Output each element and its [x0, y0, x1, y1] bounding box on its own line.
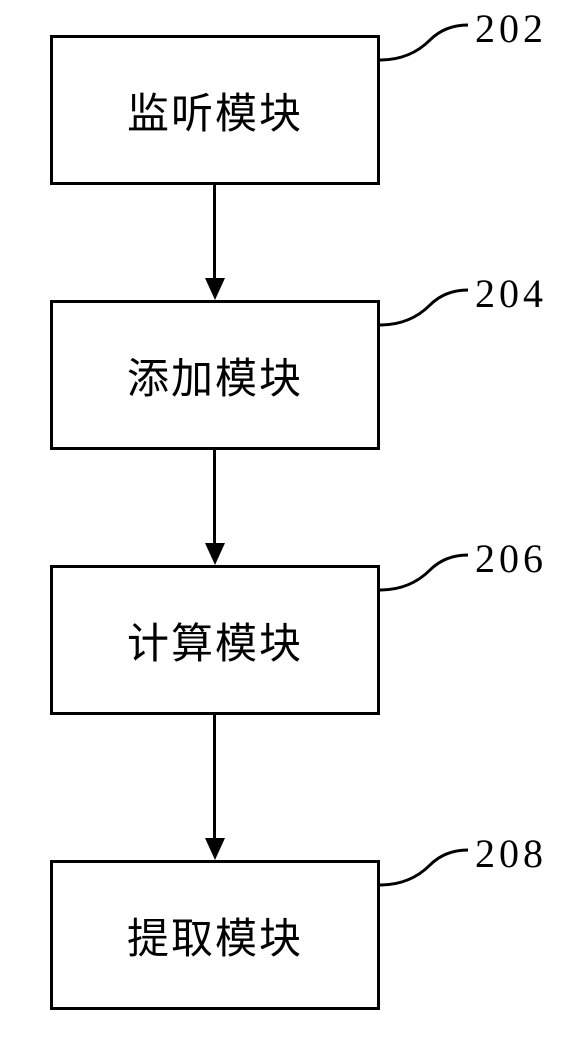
reference-number-4: 208: [475, 830, 547, 877]
arrow-head-1: [205, 278, 225, 300]
reference-number-3: 206: [475, 535, 547, 582]
module-box-4: 提取模块: [50, 860, 380, 1010]
module-box-3: 计算模块: [50, 565, 380, 715]
module-label-2: 添加模块: [127, 345, 303, 406]
connector-3: [380, 550, 470, 610]
arrow-line-3: [213, 715, 216, 838]
reference-number-2: 204: [475, 270, 547, 317]
arrow-head-3: [205, 838, 225, 860]
module-box-2: 添加模块: [50, 300, 380, 450]
arrow-line-2: [213, 450, 216, 543]
flowchart-container: 监听模块 202 添加模块 204 计算模块 206 提取模块 208: [0, 0, 582, 1063]
connector-4: [380, 845, 470, 905]
connector-1: [380, 20, 470, 80]
module-label-3: 计算模块: [127, 610, 303, 671]
module-box-1: 监听模块: [50, 35, 380, 185]
arrow-head-2: [205, 543, 225, 565]
reference-number-1: 202: [475, 5, 547, 52]
connector-2: [380, 285, 470, 345]
arrow-line-1: [213, 185, 216, 278]
module-label-4: 提取模块: [127, 905, 303, 966]
module-label-1: 监听模块: [127, 80, 303, 141]
